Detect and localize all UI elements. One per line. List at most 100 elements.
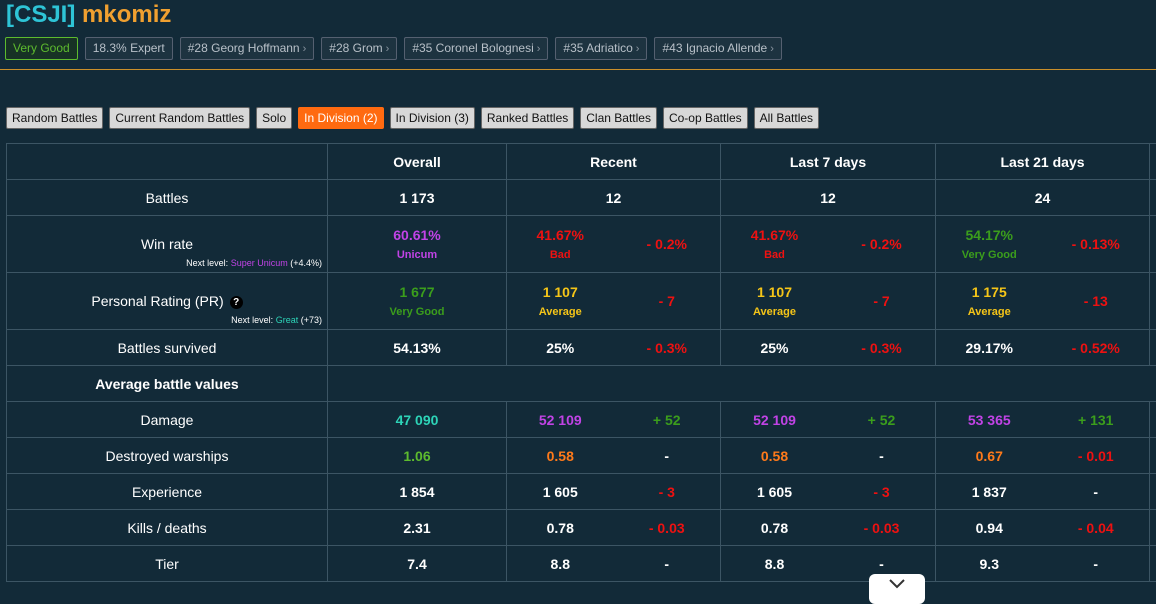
cell-last7: 0.78- 0.03 — [721, 510, 936, 546]
expert-badge: 18.3% Expert — [85, 37, 173, 60]
ship-rank-badge[interactable]: #35 Coronel Bolognesi › — [404, 37, 548, 60]
next-level-prefix: Next level: — [231, 315, 273, 325]
row-label: Damage — [7, 402, 328, 438]
row-label-cell: Personal Rating (PR)? Next level: Great … — [7, 273, 328, 330]
player-name: mkomiz — [82, 1, 171, 28]
cell-delta: + 52 — [614, 412, 721, 428]
cell-overflow — [1150, 180, 1156, 216]
cell-last21: 9.3- — [936, 546, 1150, 582]
cell-rating: Bad — [721, 249, 828, 261]
battle-type-tabs: Random Battles Current Random Battles So… — [6, 107, 819, 129]
tab-all-battles[interactable]: All Battles — [754, 107, 819, 129]
cell-rating: Unicum — [328, 249, 506, 261]
header-divider — [0, 69, 1156, 70]
help-icon[interactable]: ? — [230, 296, 243, 309]
cell-value: 1 605 — [721, 484, 828, 500]
cell-recent: 8.8- — [507, 546, 721, 582]
chevron-right-icon: › — [386, 43, 390, 55]
tab-coop-battles[interactable]: Co-op Battles — [663, 107, 748, 129]
cell-value: 54.13% — [393, 340, 440, 356]
tab-random-battles[interactable]: Random Battles — [6, 107, 103, 129]
chevron-right-icon: › — [636, 43, 640, 55]
table-row-experience: Experience 1 854 1 605- 3 1 605- 3 1 837… — [7, 474, 1156, 510]
cell-value: 0.78 — [721, 520, 828, 536]
tab-in-division-3[interactable]: In Division (3) — [390, 107, 475, 129]
cell-delta: - 0.01 — [1043, 448, 1150, 464]
cell-delta: - — [828, 448, 935, 464]
cell-delta: - 0.03 — [614, 520, 721, 536]
cell-value: 52 109 — [507, 412, 614, 428]
table-row-tier: Tier 7.4 8.8- 8.8- 9.3- — [7, 546, 1156, 582]
table-row-survived: Battles survived 54.13% 25%- 0.3% 25%- 0… — [7, 330, 1156, 366]
cell-value: 12 — [820, 190, 836, 206]
row-label: Tier — [7, 546, 328, 582]
cell-value: 29.17% — [936, 340, 1043, 356]
cell-last21: 54.17%Very Good - 0.13% — [936, 216, 1150, 273]
cell-value: 0.78 — [507, 520, 614, 536]
cell-rating: Average — [721, 306, 828, 318]
chevron-right-icon: › — [537, 43, 541, 55]
cell-delta: - 0.52% — [1043, 340, 1150, 356]
badge-label: #35 Coronel Bolognesi — [412, 41, 533, 55]
ship-rank-badge[interactable]: #28 Grom› — [321, 37, 397, 60]
cell-rating: Average — [936, 306, 1043, 318]
next-level-delta: (+4.4%) — [290, 258, 322, 268]
tab-ranked-battles[interactable]: Ranked Battles — [481, 107, 574, 129]
table-row-winrate: Win rate Next level: Super Unicum (+4.4%… — [7, 216, 1156, 273]
table-row-pr: Personal Rating (PR)? Next level: Great … — [7, 273, 1156, 330]
cell-value: 0.58 — [507, 448, 614, 464]
column-header-last7: Last 7 days — [721, 144, 936, 180]
cell-overall: 54.13% — [328, 330, 507, 366]
header-empty — [7, 144, 328, 180]
cell-overflow — [1150, 402, 1156, 438]
scroll-down-button[interactable] — [869, 574, 925, 604]
cell-last7: 12 — [721, 180, 936, 216]
row-label: Battles survived — [7, 330, 328, 366]
cell-value: 8.8 — [507, 556, 614, 572]
row-label: Kills / deaths — [7, 510, 328, 546]
tab-clan-battles[interactable]: Clan Battles — [580, 107, 657, 129]
cell-value: 12 — [606, 190, 622, 206]
row-label-cell: Win rate Next level: Super Unicum (+4.4%… — [7, 216, 328, 273]
clan-tag[interactable]: [CSJI] — [6, 1, 75, 28]
cell-value: 24 — [1035, 190, 1051, 206]
table-row-destroyed: Destroyed warships 1.06 0.58- 0.58- 0.67… — [7, 438, 1156, 474]
cell-value: 1 605 — [507, 484, 614, 500]
section-spacer — [328, 366, 1156, 402]
next-level-name: Super Unicum — [231, 258, 288, 268]
row-label: Experience — [7, 474, 328, 510]
cell-value: 1 107 — [507, 284, 614, 300]
cell-value: 0.58 — [721, 448, 828, 464]
cell-value: 2.31 — [403, 520, 430, 536]
cell-value: 1 677 — [328, 284, 506, 300]
cell-value: 7.4 — [407, 556, 426, 572]
cell-value: 0.94 — [936, 520, 1043, 536]
chevron-down-icon — [888, 577, 906, 591]
cell-value: 1 107 — [721, 284, 828, 300]
cell-last21: 0.94- 0.04 — [936, 510, 1150, 546]
ship-rank-badge[interactable]: #28 Georg Hoffmann› — [180, 37, 315, 60]
cell-last21: 1 837- — [936, 474, 1150, 510]
cell-last21: 24 — [936, 180, 1150, 216]
cell-delta: - 7 — [828, 293, 935, 309]
tab-solo[interactable]: Solo — [256, 107, 292, 129]
next-level-prefix: Next level: — [186, 258, 228, 268]
ship-rank-badge[interactable]: #43 Ignacio Allende› — [654, 37, 781, 60]
cell-delta: - 0.3% — [828, 340, 935, 356]
tab-in-division-2[interactable]: In Division (2) — [298, 107, 383, 129]
tab-current-random-battles[interactable]: Current Random Battles — [109, 107, 250, 129]
cell-value: 0.67 — [936, 448, 1043, 464]
cell-delta: - 0.2% — [614, 236, 721, 252]
cell-rating: Very Good — [328, 306, 506, 318]
cell-last21: 29.17%- 0.52% — [936, 330, 1150, 366]
cell-delta: - — [1043, 556, 1150, 572]
cell-overall: 1 173 — [328, 180, 507, 216]
cell-last7: 41.67%Bad - 0.2% — [721, 216, 936, 273]
cell-value: 41.67% — [721, 227, 828, 243]
ship-rank-badge[interactable]: #35 Adriatico› — [555, 37, 647, 60]
cell-last21: 53 365+ 131 — [936, 402, 1150, 438]
cell-delta: - — [614, 448, 721, 464]
chevron-right-icon: › — [770, 43, 774, 55]
row-label: Personal Rating (PR) — [91, 293, 223, 309]
